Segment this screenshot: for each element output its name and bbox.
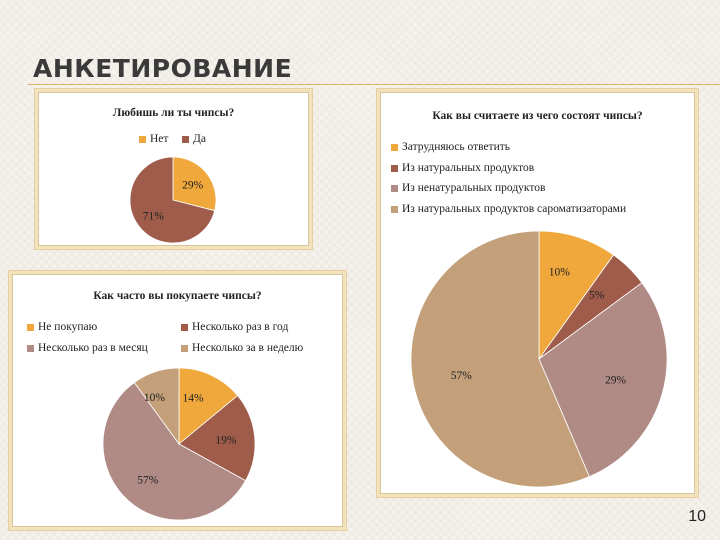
legend-swatch bbox=[139, 135, 146, 143]
data-label: 10% bbox=[144, 392, 166, 404]
chart-panel-purchase-frequency: Как часто вы покупаете чипсы? Не покупаю… bbox=[12, 274, 343, 527]
legend-item: Из натуральных продуктов сароматизаторам… bbox=[391, 203, 626, 215]
legend-item: Нет bbox=[139, 133, 168, 145]
legend-label: Не покупаю bbox=[38, 321, 98, 333]
pie-slice-2 bbox=[129, 156, 216, 244]
pie-slice-1 bbox=[178, 367, 239, 445]
data-label: 14% bbox=[183, 392, 205, 404]
legend-label: Из ненатуральных продуктов bbox=[402, 182, 546, 194]
legend-swatch bbox=[182, 135, 189, 143]
pie-chart: 10% 5% 29% 57% bbox=[410, 230, 668, 488]
legend-label: Из натуральных продуктов bbox=[402, 162, 535, 174]
pie-slice-4 bbox=[133, 367, 180, 446]
data-label: 19% bbox=[215, 435, 237, 447]
data-label: 57% bbox=[451, 370, 473, 382]
legend-item: Да bbox=[182, 133, 206, 145]
chart-title: Любишь ли ты чипсы? bbox=[112, 107, 235, 119]
legend-item: Не покупаю bbox=[27, 321, 97, 333]
slide-title: АНКЕТИРОВАНИЕ bbox=[33, 54, 293, 83]
data-label: 5% bbox=[589, 289, 605, 301]
legend-label: Несколько раз в месяц bbox=[38, 342, 148, 354]
chart-panel-chips-composition: Как вы считаете из чего состоят чипсы? З… bbox=[380, 92, 695, 494]
legend-item: Из натуральных продуктов bbox=[391, 162, 534, 174]
pie-slice-3 bbox=[538, 282, 668, 478]
legend-label: Затрудняюсь ответить bbox=[402, 141, 511, 153]
legend-swatch bbox=[181, 344, 188, 352]
legend-label: Несколько за в неделю bbox=[192, 342, 304, 354]
chart-title: Как вы считаете из чего состоят чипсы? bbox=[432, 110, 643, 122]
pie-chart: 29% 71% bbox=[129, 156, 217, 244]
legend-item: Из ненатуральных продуктов bbox=[391, 182, 545, 194]
title-divider bbox=[28, 84, 720, 85]
pie-chart: 14% 19% 57% 10% bbox=[102, 367, 256, 521]
legend-swatch bbox=[391, 205, 398, 213]
legend-item: Несколько раз в год bbox=[181, 321, 288, 333]
pie-slice-3 bbox=[102, 381, 247, 521]
legend-label: Да bbox=[193, 133, 206, 145]
legend-swatch bbox=[27, 344, 34, 352]
data-label: 29% bbox=[182, 179, 204, 191]
legend-item: Затрудняюсь ответить bbox=[391, 141, 510, 153]
legend-label: Несколько раз в год bbox=[192, 321, 289, 333]
data-label: 10% bbox=[549, 266, 571, 278]
legend-label: Нет bbox=[150, 133, 169, 145]
legend-swatch bbox=[391, 184, 398, 192]
data-label: 57% bbox=[137, 474, 159, 486]
legend-swatch bbox=[391, 143, 398, 151]
chart-legend: Нет Да bbox=[39, 133, 308, 149]
chart-title: Как часто вы покупаете чипсы? bbox=[93, 290, 262, 302]
legend-swatch bbox=[391, 164, 398, 172]
chart-legend: Затрудняюсь ответить Из натуральных прод… bbox=[391, 141, 686, 221]
legend-label: Из натуральных продуктов сароматизаторам… bbox=[402, 203, 627, 215]
pie-slice-2 bbox=[178, 394, 256, 482]
chart-panel-like-chips: Любишь ли ты чипсы? Нет Да 29% 71% bbox=[38, 92, 309, 246]
legend-swatch bbox=[181, 323, 188, 331]
pie-slice-1 bbox=[172, 156, 217, 212]
data-label: 29% bbox=[605, 375, 627, 387]
pie-slice-4 bbox=[410, 230, 590, 488]
chart-legend: Не покупаю Несколько раз в год Несколько… bbox=[27, 321, 337, 361]
data-label: 71% bbox=[143, 211, 165, 223]
legend-item: Несколько за в неделю bbox=[181, 342, 303, 354]
legend-item: Несколько раз в месяц bbox=[27, 342, 148, 354]
pie-slice-1 bbox=[538, 230, 615, 361]
page-number: 10 bbox=[688, 508, 706, 525]
legend-swatch bbox=[27, 323, 34, 331]
